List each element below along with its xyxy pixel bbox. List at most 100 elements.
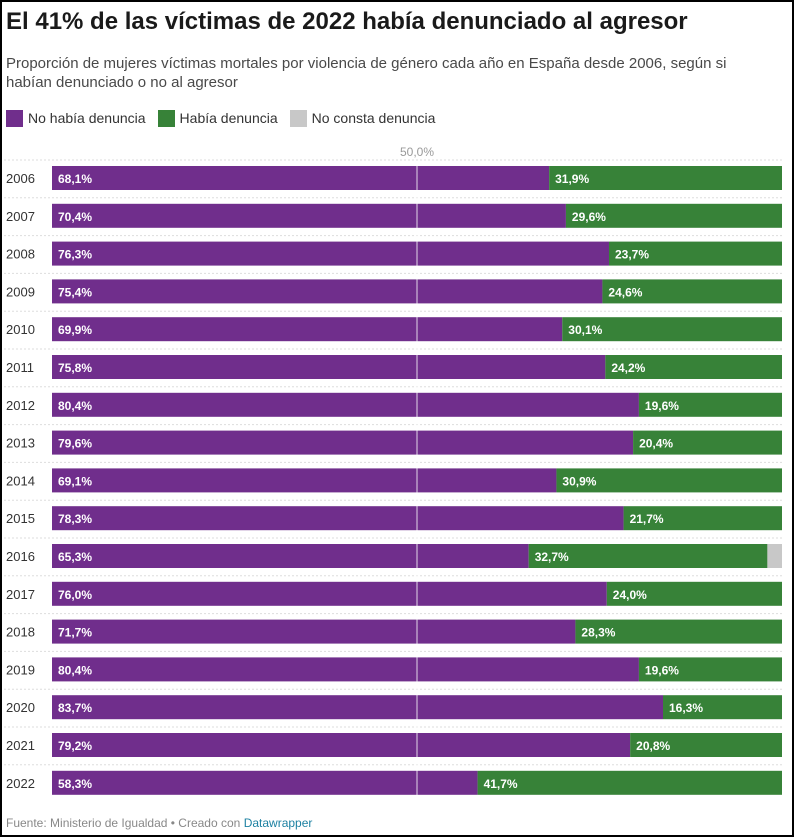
- bar-segment-denuncia: [556, 468, 782, 493]
- bar-segment-denuncia: [663, 695, 782, 720]
- bar-segment-denuncia: [565, 203, 782, 228]
- data-label: 80,4%: [58, 399, 92, 413]
- data-label: 76,0%: [58, 588, 92, 602]
- data-label: 68,1%: [58, 172, 92, 186]
- reference-line-label: 50,0%: [400, 145, 434, 159]
- data-label: 19,6%: [645, 399, 679, 413]
- data-label: 76,3%: [58, 248, 92, 262]
- data-label: 19,6%: [645, 663, 679, 677]
- legend-item-no-denuncia: No había denuncia: [6, 109, 146, 127]
- year-label: 2012: [6, 398, 35, 413]
- bar-segment-no-denuncia: [52, 468, 557, 493]
- bar-segment-denuncia: [528, 544, 768, 568]
- data-label: 30,9%: [562, 474, 596, 488]
- bar-segment-no-denuncia: [52, 733, 631, 757]
- data-label: 24,6%: [608, 285, 642, 299]
- bar-segment-no-consta: [767, 544, 782, 568]
- footer-source: Fuente: Ministerio de Igualdad • Creado …: [6, 816, 244, 830]
- year-label: 2017: [6, 587, 35, 602]
- bar-segment-no-denuncia: [52, 581, 607, 606]
- data-label: 75,8%: [58, 361, 92, 375]
- bar-segment-no-denuncia: [52, 657, 639, 682]
- bar-segment-no-denuncia: [52, 770, 478, 795]
- bar-segment-no-denuncia: [52, 544, 529, 568]
- bar-segment-denuncia: [608, 241, 782, 266]
- bar-segment-denuncia: [638, 392, 782, 417]
- year-label: 2015: [6, 511, 35, 526]
- chart-title: El 41% de las víctimas de 2022 había den…: [6, 8, 688, 35]
- data-label: 30,1%: [568, 323, 602, 337]
- year-label: 2018: [6, 625, 35, 640]
- data-label: 75,4%: [58, 285, 92, 299]
- year-label: 2022: [6, 776, 35, 791]
- data-label: 69,1%: [58, 474, 92, 488]
- data-label: 58,3%: [58, 777, 92, 791]
- bar-segment-no-denuncia: [52, 166, 550, 190]
- legend: No había denuncia Había denuncia No cons…: [6, 109, 447, 127]
- legend-swatch-no-consta: [289, 109, 307, 127]
- data-label: 23,7%: [615, 248, 649, 262]
- bar-segment-no-denuncia: [52, 203, 566, 228]
- legend-label-no-consta: No consta denuncia: [311, 110, 436, 126]
- bar-segment-denuncia: [575, 619, 782, 644]
- year-label: 2016: [6, 549, 35, 564]
- year-label: 2006: [6, 171, 35, 186]
- data-label: 28,3%: [581, 626, 615, 640]
- datawrapper-link[interactable]: Datawrapper: [243, 816, 313, 830]
- chart-subtitle: Proporción de mujeres víctimas mortales …: [6, 55, 727, 91]
- bar-segment-no-denuncia: [52, 430, 634, 455]
- data-label: 80,4%: [58, 663, 92, 677]
- data-label: 16,3%: [669, 701, 703, 715]
- legend-item-no-consta: No consta denuncia: [289, 109, 436, 127]
- footer: Fuente: Ministerio de Igualdad • Creado …: [6, 816, 312, 830]
- data-label: 31,9%: [555, 172, 589, 186]
- data-label: 24,0%: [613, 588, 647, 602]
- year-label: 2020: [6, 700, 35, 715]
- bar-segment-denuncia: [633, 430, 782, 455]
- legend-label-denuncia: Había denuncia: [179, 110, 278, 126]
- bar-segment-no-denuncia: [52, 506, 624, 531]
- bar-segment-denuncia: [623, 506, 782, 531]
- data-label: 79,6%: [58, 437, 92, 451]
- bar-segment-denuncia: [549, 166, 782, 190]
- year-label: 2009: [6, 284, 35, 299]
- data-label: 69,9%: [58, 323, 92, 337]
- bar-segment-denuncia: [630, 733, 782, 757]
- data-label: 20,8%: [636, 739, 670, 753]
- data-label: 71,7%: [58, 626, 92, 640]
- bar-segment-denuncia: [602, 279, 782, 304]
- bar-segment-no-denuncia: [52, 695, 664, 720]
- data-label: 29,6%: [572, 210, 606, 224]
- legend-swatch-denuncia: [157, 109, 175, 127]
- year-label: 2021: [6, 738, 35, 753]
- data-label: 20,4%: [639, 437, 673, 451]
- year-label: 2010: [6, 322, 35, 337]
- year-label: 2013: [6, 436, 35, 451]
- bar-segment-no-denuncia: [52, 317, 563, 342]
- bar-segment-no-denuncia: [52, 619, 576, 644]
- year-label: 2008: [6, 247, 35, 262]
- data-label: 41,7%: [484, 777, 518, 791]
- legend-label-no-denuncia: No había denuncia: [28, 110, 146, 126]
- data-label: 24,2%: [611, 361, 645, 375]
- data-label: 78,3%: [58, 512, 92, 526]
- bar-segment-denuncia: [606, 581, 782, 606]
- data-label: 70,4%: [58, 210, 92, 224]
- bar-segment-denuncia: [605, 355, 782, 379]
- year-label: 2007: [6, 209, 35, 224]
- data-label: 21,7%: [630, 512, 664, 526]
- data-label: 79,2%: [58, 739, 92, 753]
- data-label: 65,3%: [58, 550, 92, 564]
- bar-segment-denuncia: [638, 657, 782, 682]
- legend-item-denuncia: Había denuncia: [157, 109, 278, 127]
- stacked-bar-chart: 50,0% 2006 68,1% 31,9% 2007 70,4% 29,6% 2008 76,…: [4, 145, 782, 799]
- year-label: 2019: [6, 662, 35, 677]
- legend-swatch-no-denuncia: [6, 109, 23, 127]
- bar-segment-no-denuncia: [52, 279, 603, 304]
- year-label: 2011: [6, 360, 34, 375]
- data-label: 32,7%: [535, 550, 569, 564]
- bar-segment-denuncia: [562, 317, 782, 342]
- bar-segment-no-denuncia: [52, 241, 609, 266]
- data-label: 83,7%: [58, 701, 92, 715]
